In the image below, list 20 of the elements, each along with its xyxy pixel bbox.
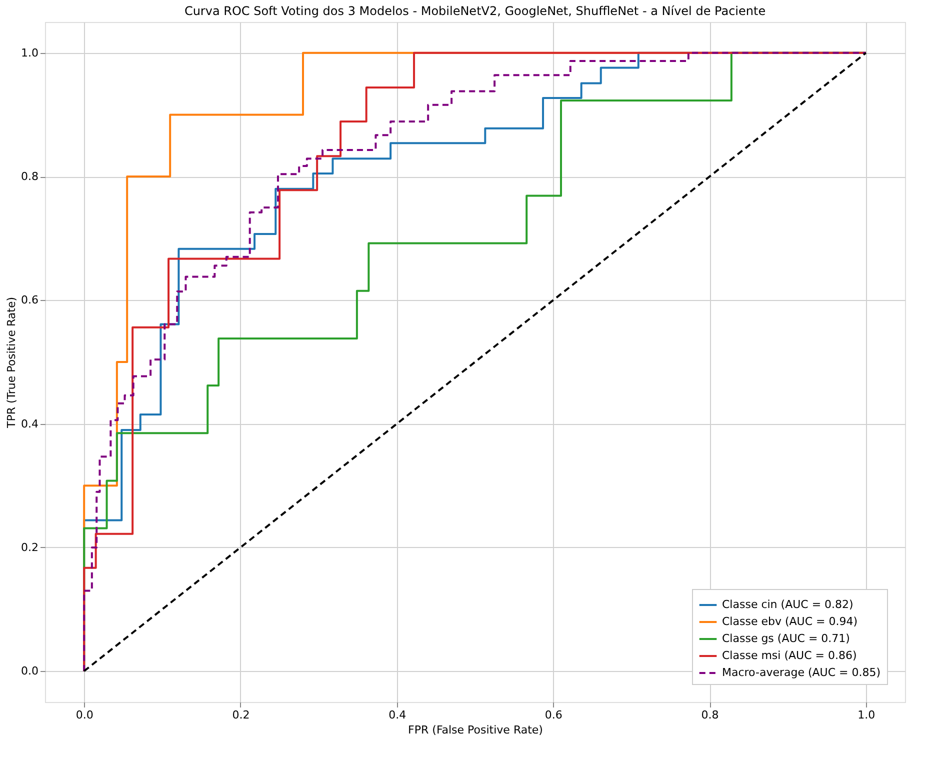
y-tick-label: 0.0 [21, 664, 38, 678]
legend-label: Classe msi (AUC = 0.86) [722, 649, 857, 662]
y-tick-label: 0.6 [21, 294, 38, 307]
x-tick-label: 1.0 [858, 708, 876, 722]
y-axis-title: TPR (True Positive Rate) [5, 296, 18, 430]
x-tick-label: 0.8 [701, 708, 719, 722]
legend-label: Macro-average (AUC = 0.85) [722, 666, 881, 679]
chart-title: Curva ROC Soft Voting dos 3 Modelos - MobileNetV2, GoogleNet, ShuffleNet - a Nível de Paciente [184, 4, 766, 18]
y-tick-label: 1.0 [21, 46, 38, 60]
x-axis-title: FPR (False Positive Rate) [408, 724, 543, 736]
x-tick-label: 0.6 [544, 708, 562, 722]
y-tick-label: 0.2 [21, 540, 38, 554]
y-tick-label: 0.4 [21, 417, 38, 430]
x-tick-label: 0.2 [232, 708, 250, 722]
x-tick-label: 0.4 [388, 708, 406, 722]
legend-label: Classe cin (AUC = 0.82) [722, 598, 854, 611]
y-tick-label: 0.8 [21, 170, 38, 184]
legend-label: Classe gs (AUC = 0.71) [722, 632, 850, 645]
legend-label: Classe ebv (AUC = 0.94) [722, 615, 858, 628]
x-tick-label: 0.0 [76, 708, 94, 722]
